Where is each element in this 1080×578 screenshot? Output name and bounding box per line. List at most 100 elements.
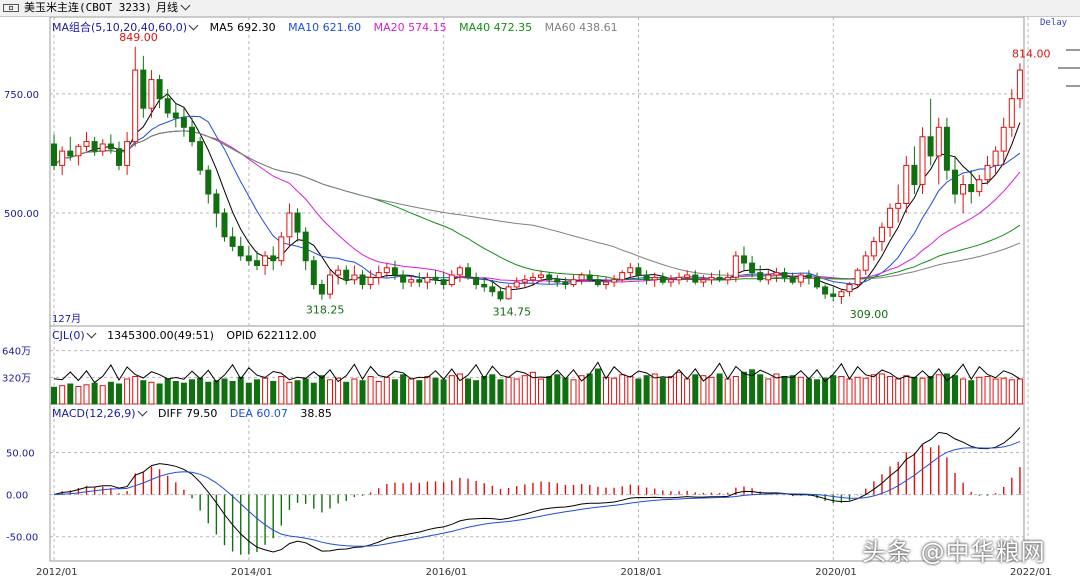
chevron-down-icon — [180, 0, 191, 11]
volume-bar — [741, 371, 747, 405]
price-annotation: 849.00 — [119, 31, 158, 44]
volume-indicator-label[interactable]: CJL(0) — [52, 329, 85, 342]
window-icon[interactable] — [3, 4, 19, 12]
candle-up — [935, 126, 942, 157]
candle-up — [887, 207, 894, 228]
volume-bar — [586, 373, 593, 405]
candle-down — [189, 126, 195, 143]
candle-down — [781, 272, 788, 278]
volume-bar — [197, 377, 204, 405]
candle-down — [140, 69, 147, 109]
candle-down — [749, 262, 756, 274]
candle-up — [148, 79, 155, 109]
macd-indicator-label[interactable]: MACD(12,26,9) — [52, 407, 136, 420]
volume-bar — [773, 373, 780, 405]
candle-up — [903, 164, 910, 204]
candle-down — [294, 212, 301, 233]
candle-up — [919, 136, 926, 185]
candle-up — [846, 284, 853, 293]
candle-down — [172, 112, 179, 119]
volume-bar — [327, 379, 333, 405]
period-label: 月线 — [156, 1, 178, 14]
chevron-down-icon[interactable] — [137, 406, 147, 417]
volume-bar — [359, 380, 366, 405]
candle-down — [91, 141, 98, 152]
candle-down — [440, 279, 447, 286]
candle-down — [635, 267, 642, 276]
volume-bar — [887, 376, 894, 405]
candle-up — [765, 274, 772, 281]
macd-hist-value: 38.85 — [300, 407, 332, 420]
candle-up — [976, 179, 983, 193]
candle-down — [67, 150, 74, 157]
volume-bar — [1016, 378, 1023, 405]
candle-down — [237, 245, 244, 257]
candle-down — [205, 169, 212, 195]
candle-down — [416, 279, 423, 283]
volume-bar — [903, 375, 910, 405]
candle-down — [302, 231, 309, 262]
period-selector[interactable]: 月线 — [156, 0, 195, 16]
volume-bar — [838, 376, 845, 405]
volume-bar — [943, 373, 950, 405]
volume-bar — [684, 378, 691, 405]
volume-bar — [278, 376, 285, 405]
candle-up — [424, 276, 431, 283]
macd-dea-line — [54, 440, 1021, 547]
volume-bar — [335, 377, 342, 405]
volume-bar — [164, 378, 171, 405]
candle-down — [343, 269, 350, 281]
volume-bar — [830, 375, 837, 405]
ma-group-label[interactable]: MA组合(5,10,20,40,60,0) — [52, 21, 188, 34]
candle-down — [197, 141, 204, 171]
candle-down — [245, 255, 252, 262]
candle-down — [318, 284, 325, 295]
candle-up — [351, 274, 358, 281]
volume-bar — [116, 383, 122, 405]
candle-down — [213, 193, 220, 214]
price-tick-label: 500.00 — [4, 209, 39, 220]
volume-bar — [757, 374, 764, 405]
candle-down — [943, 126, 950, 171]
volume-bar — [270, 381, 277, 405]
candle-down — [741, 255, 747, 264]
volume-bar — [391, 379, 398, 405]
volume-bar — [124, 378, 131, 405]
volume-bar — [383, 376, 390, 405]
candle-up — [448, 274, 455, 285]
volume-bar — [667, 376, 674, 405]
delay-indicator: Delay — [1040, 18, 1068, 28]
macd-tick-label: 50.00 — [6, 448, 35, 459]
candle-up — [603, 281, 609, 286]
candle-down — [310, 260, 317, 286]
chevron-down-icon[interactable] — [188, 20, 199, 31]
volume-bar — [302, 378, 309, 405]
time-tick-label: 2014/01 — [231, 567, 273, 578]
volume-bar — [448, 375, 455, 405]
macd-dea-value: DEA 60.07 — [229, 407, 288, 420]
volume-bar — [91, 382, 98, 405]
candle-down — [164, 98, 171, 114]
volume-bar — [408, 378, 415, 405]
volume-bar — [781, 376, 788, 405]
candle-up — [99, 143, 106, 152]
volume-bar — [481, 376, 488, 405]
candle-down — [911, 164, 918, 185]
ma40-label: MA40 472.35 — [459, 21, 533, 34]
volume-bar — [814, 379, 820, 405]
volume-bar — [952, 375, 958, 405]
volume-bar — [538, 378, 544, 405]
candle-down — [692, 274, 699, 283]
volume-bar — [911, 376, 918, 405]
volume-bar — [935, 374, 942, 405]
price-annotation: 318.25 — [306, 304, 345, 317]
candle-down — [822, 286, 829, 295]
candle-up — [1008, 98, 1015, 128]
volume-bar — [156, 383, 163, 405]
volume-bar — [578, 375, 585, 405]
volume-bar — [521, 375, 528, 405]
chevron-down-icon[interactable] — [86, 328, 97, 339]
volume-bar — [107, 381, 114, 405]
candle-up — [627, 267, 634, 274]
